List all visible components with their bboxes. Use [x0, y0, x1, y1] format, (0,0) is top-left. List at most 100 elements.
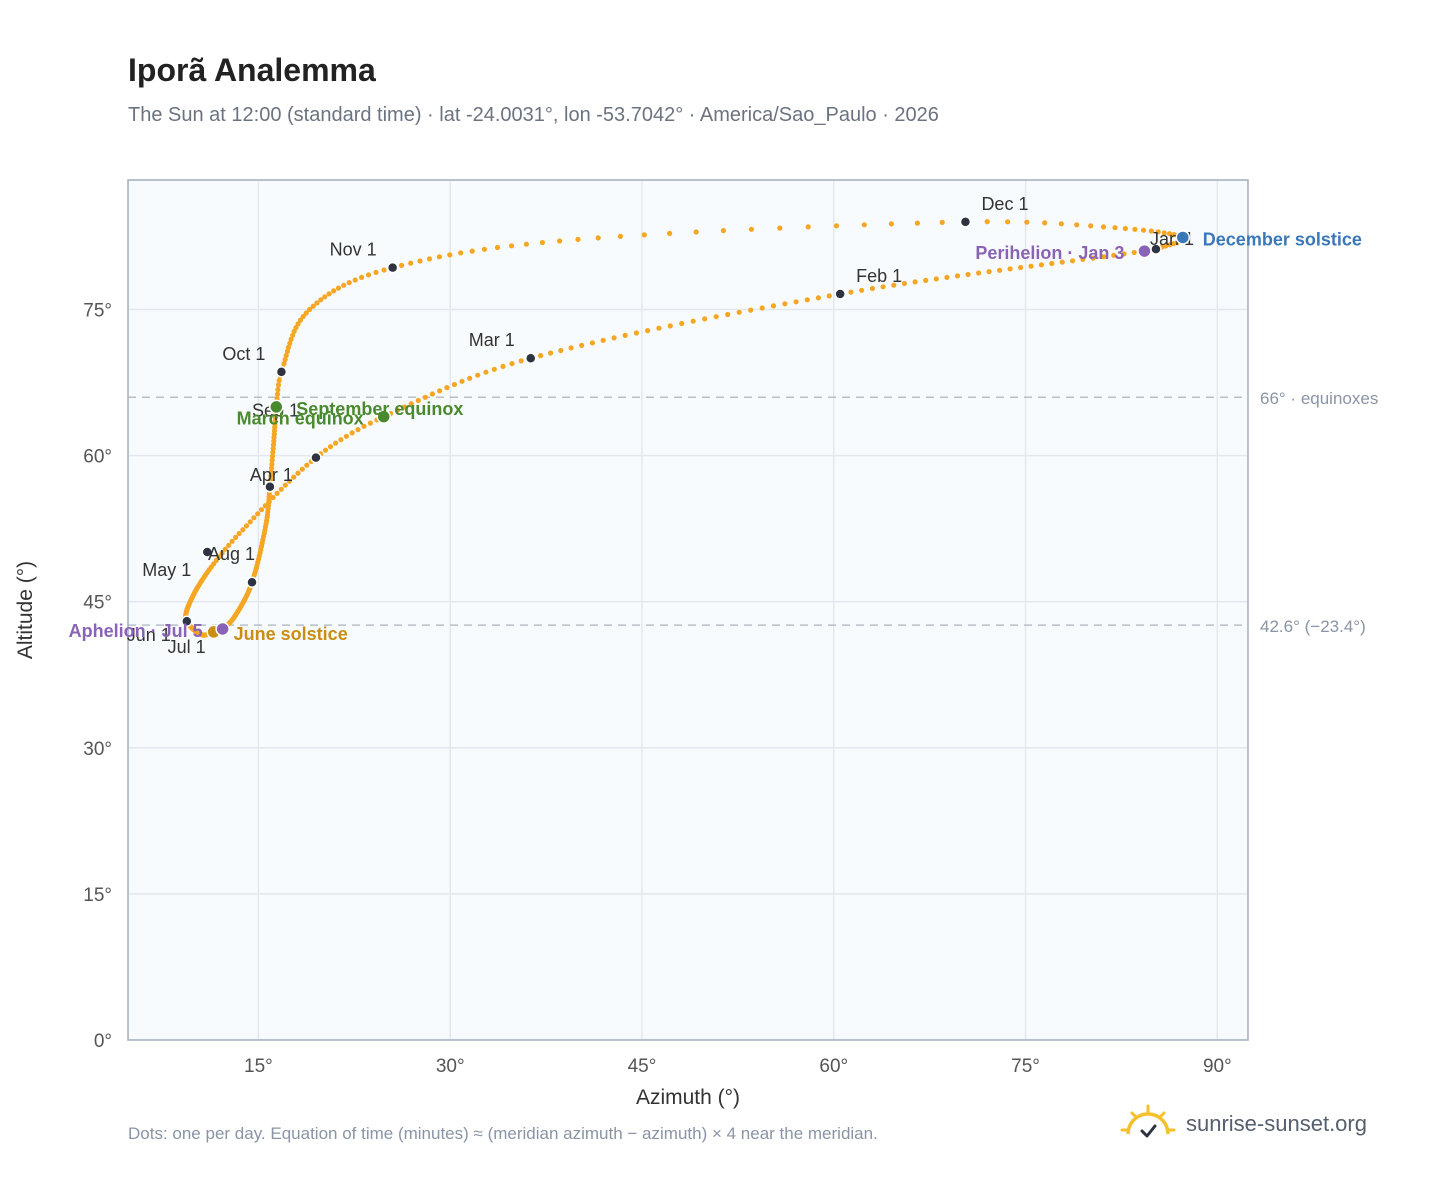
- daily-position-dot: [1166, 231, 1173, 237]
- daily-position-dot: [869, 285, 876, 292]
- daily-position-dot: [361, 423, 367, 429]
- daily-position-dot: [401, 404, 407, 410]
- daily-position-dot: [508, 243, 515, 249]
- daily-position-dot: [1148, 228, 1154, 234]
- daily-position-dot: [373, 269, 379, 275]
- daily-position-dot: [575, 236, 581, 242]
- daily-position-dot: [1131, 249, 1137, 256]
- daily-position-dot: [859, 287, 865, 293]
- daily-position-dot: [933, 276, 939, 282]
- daily-position-dot: [270, 494, 276, 501]
- event-marker-dot: [1175, 230, 1191, 245]
- daily-position-dot: [284, 348, 290, 354]
- daily-position-dot: [1028, 263, 1034, 269]
- y-tick-label: 75°: [83, 301, 112, 322]
- daily-position-dot: [366, 272, 372, 278]
- daily-position-dot: [269, 457, 275, 463]
- daily-position-dot: [326, 291, 332, 297]
- y-tick-label: 45°: [83, 593, 112, 614]
- daily-position-dot: [748, 226, 755, 232]
- daily-position-dot: [548, 350, 554, 356]
- daily-position-dot: [805, 224, 811, 230]
- daily-position-dot: [216, 554, 222, 560]
- daily-position-dot: [641, 232, 647, 238]
- daily-position-dot: [349, 430, 355, 436]
- daily-position-dot: [538, 353, 544, 359]
- daily-position-dot: [394, 407, 401, 413]
- month-marker-dot: [524, 352, 537, 364]
- daily-position-dot: [295, 470, 301, 476]
- daily-position-dot: [281, 361, 287, 367]
- daily-position-dot: [633, 330, 640, 336]
- daily-position-dot: [804, 297, 810, 303]
- daily-position-dot: [557, 238, 563, 244]
- daily-position-dot: [469, 248, 475, 254]
- daily-position-dot: [352, 277, 358, 283]
- event-marker-label: December solstice: [1203, 229, 1362, 249]
- daily-position-dot: [693, 229, 699, 235]
- daily-position-dot: [295, 321, 301, 327]
- daily-position-dot: [243, 523, 250, 529]
- daily-position-dot: [229, 538, 235, 544]
- daily-position-dot: [579, 342, 585, 348]
- daily-position-dot: [986, 269, 992, 275]
- x-tick-label: 15°: [244, 1056, 273, 1077]
- plot-background: [128, 180, 1248, 1040]
- daily-position-dot: [667, 230, 673, 236]
- daily-position-dot: [290, 332, 296, 338]
- daily-position-dot: [269, 461, 275, 467]
- daily-position-dot: [314, 300, 320, 306]
- daily-position-dot: [247, 519, 253, 525]
- daily-position-dot: [595, 235, 601, 241]
- y-axis-label: Altitude (°): [14, 561, 37, 659]
- daily-position-dot: [491, 366, 497, 372]
- daily-position-dot: [331, 288, 337, 294]
- daily-position-dot: [467, 375, 473, 381]
- daily-position-dot: [408, 401, 414, 407]
- daily-position-dot: [310, 303, 316, 309]
- daily-position-dot: [923, 277, 929, 283]
- daily-position-dot: [268, 477, 274, 483]
- daily-position-dot: [285, 344, 292, 350]
- daily-position-dot: [736, 309, 742, 315]
- daily-position-dot: [226, 542, 232, 548]
- daily-position-dot: [268, 473, 274, 479]
- daily-position-dot: [690, 318, 696, 324]
- daily-position-dot: [359, 274, 365, 280]
- daily-position-dot: [725, 311, 731, 318]
- event-marker-label: June solstice: [234, 624, 348, 644]
- daily-position-dot: [793, 299, 799, 305]
- daily-position-dot: [233, 534, 239, 541]
- daily-position-dot: [270, 445, 276, 452]
- daily-position-dot: [283, 352, 289, 359]
- daily-position-dot: [880, 284, 886, 290]
- month-marker-dot: [959, 216, 972, 228]
- daily-position-dot: [437, 388, 443, 394]
- daily-position-dot: [748, 307, 754, 313]
- event-marker-label: March equinox: [237, 409, 364, 429]
- daily-position-dot: [656, 325, 662, 331]
- daily-position-dot: [274, 391, 281, 397]
- daily-position-dot: [667, 323, 673, 329]
- daily-position-dot: [954, 273, 961, 279]
- daily-position-dot: [367, 420, 373, 426]
- daily-position-dot: [1074, 222, 1080, 228]
- daily-position-dot: [444, 385, 450, 391]
- month-marker-label: Dec 1: [981, 194, 1028, 214]
- brand-logo[interactable]: sunrise-sunset.org: [1120, 1102, 1367, 1146]
- daily-position-dot: [282, 357, 288, 363]
- daily-position-dot: [509, 361, 515, 367]
- daily-position-dot: [568, 345, 574, 351]
- daily-position-dot: [1018, 264, 1024, 271]
- daily-position-dot: [1024, 219, 1030, 225]
- daily-position-dot: [997, 267, 1003, 273]
- daily-position-dot: [338, 437, 344, 443]
- daily-position-dot: [399, 262, 405, 268]
- daily-position-dot: [417, 258, 423, 264]
- daily-position-dot: [307, 306, 313, 313]
- x-tick-label: 60°: [819, 1056, 848, 1077]
- daily-position-dot: [318, 297, 324, 303]
- daily-position-dot: [341, 282, 347, 288]
- daily-position-dot: [984, 219, 990, 225]
- daily-position-dot: [500, 363, 506, 369]
